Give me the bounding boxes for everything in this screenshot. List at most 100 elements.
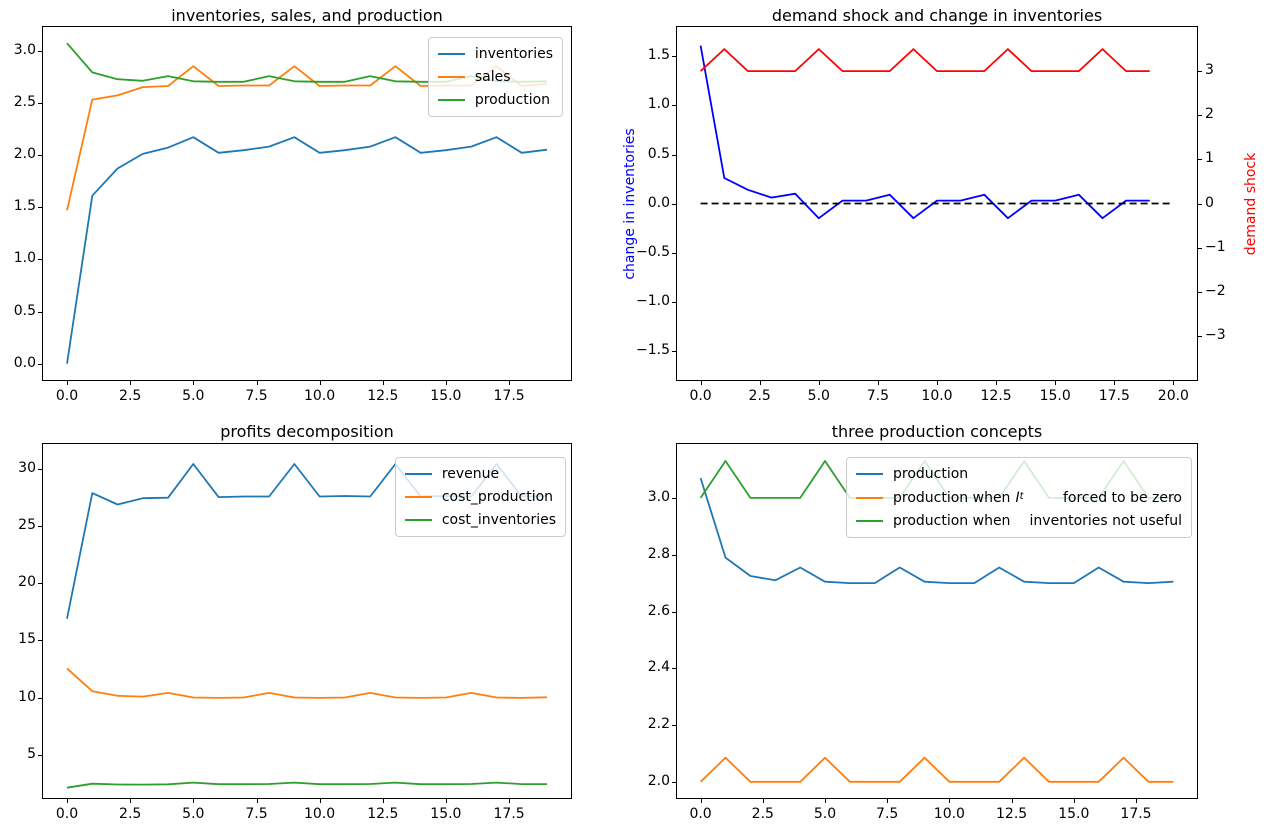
y-tick-label: 0.0 (647, 194, 670, 211)
y-tick-mark (38, 50, 42, 52)
y-tick-label-right: 2 (1205, 106, 1214, 123)
y-tick-mark (672, 203, 676, 205)
y-tick-label: 0.0 (13, 354, 36, 371)
x-tick-label: 15.0 (430, 388, 462, 404)
x-tick-label: 15.0 (1039, 388, 1071, 404)
x-tick-label: 7.5 (876, 806, 899, 822)
legend-label: inventories (474, 46, 553, 62)
x-tick-mark (67, 381, 68, 385)
y-tick-label: 1.5 (647, 47, 670, 64)
legend-line-swatch (437, 99, 465, 101)
x-tick-mark (762, 799, 764, 803)
legend-line-swatch (856, 496, 883, 499)
y-tick-label-right: 0 (1205, 194, 1214, 211)
legend-line-swatch (856, 520, 883, 522)
x-tick-label: 5.0 (182, 388, 205, 404)
y-tick-mark-right (1198, 203, 1202, 205)
x-tick-mark (256, 799, 258, 803)
x-tick-mark (319, 799, 321, 803)
x-tick-label: 15.0 (1058, 806, 1090, 822)
x-tick-mark (193, 381, 195, 385)
x-tick-label: 0.0 (55, 806, 79, 822)
x-tick-mark (67, 799, 68, 803)
x-tick-mark (887, 799, 889, 803)
legend-profits-decomposition: revenue cost_production cost_inventories (394, 457, 566, 537)
x-tick-mark (759, 381, 761, 385)
legend-label: inventories not useful (1029, 513, 1182, 529)
legend-label: production when (893, 489, 1011, 506)
legend-label: t (1019, 491, 1024, 502)
y-tick-mark (38, 311, 42, 313)
x-tick-mark (825, 799, 826, 803)
y-tick-mark-right (1198, 335, 1202, 337)
x-tick-label: 2.5 (748, 388, 771, 404)
x-tick-label: 7.5 (866, 388, 890, 404)
x-tick-label: 2.5 (119, 388, 142, 404)
y-tick-mark (38, 363, 42, 365)
series-line-cost-production (66, 667, 548, 699)
axes-frame-demand-shock-and-change-in-inventories (676, 26, 1198, 381)
series-line-cost-inventories (66, 781, 547, 789)
series-line-change-in-inventories (699, 45, 1150, 220)
x-tick-label: 17.5 (493, 806, 525, 822)
y-tick-mark (38, 526, 42, 528)
x-tick-label: 5.0 (813, 806, 837, 822)
subplot-title-profits-decomposition: profits decomposition (220, 422, 394, 441)
legend-label: I (1015, 489, 1020, 506)
subplot-title-inventories-sales-production: inventories, sales, and production (171, 6, 443, 25)
x-tick-mark (1073, 799, 1075, 803)
y-tick-label-right: −2 (1205, 282, 1226, 299)
x-tick-mark (877, 381, 879, 385)
y-tick-label: 2.8 (647, 545, 670, 562)
y-tick-mark (38, 583, 42, 585)
y-tick-label: 2.5 (13, 93, 36, 110)
x-tick-mark (445, 381, 447, 385)
legend-row: sales (437, 68, 553, 86)
y-tick-mark (38, 207, 42, 209)
x-tick-label: 12.5 (367, 806, 399, 822)
x-tick-mark (382, 381, 384, 385)
subplot-title-demand-shock: demand shock and change in inventories (771, 6, 1103, 25)
y-tick-mark (38, 154, 42, 156)
x-tick-mark (949, 799, 951, 803)
legend-label: sales (474, 69, 511, 85)
x-tick-mark (193, 799, 195, 803)
x-tick-mark (130, 381, 132, 385)
legend-inventories-sales-production: inventories sales production (427, 37, 563, 117)
x-tick-label: 10.0 (933, 806, 965, 822)
y-tick-label: 2.0 (647, 772, 670, 789)
y-tick-mark (672, 252, 676, 254)
y-tick-mark (672, 105, 676, 107)
x-tick-label: 10.0 (304, 388, 336, 404)
x-tick-mark (130, 799, 132, 803)
x-tick-label: 0.0 (689, 388, 712, 404)
y-tick-mark-right (1198, 71, 1202, 73)
legend-label: forced to be zero (1062, 489, 1182, 506)
x-tick-label: 12.5 (996, 806, 1028, 822)
x-tick-label: 17.5 (493, 388, 525, 404)
legend-row: revenue (404, 465, 556, 483)
y-tick-label: 1.0 (647, 96, 670, 113)
y-tick-mark (672, 781, 676, 783)
axes-frame-three-production-concepts (676, 443, 1198, 799)
y-tick-label-right: 1 (1205, 150, 1214, 167)
legend-label: revenue (441, 466, 500, 482)
x-tick-mark (1173, 381, 1175, 385)
axes-frame-inventories-sales-production (42, 26, 572, 381)
x-tick-label: 0.0 (55, 388, 79, 404)
legend-line-swatch (437, 76, 465, 78)
x-tick-mark (818, 381, 820, 385)
y-tick-mark (38, 754, 42, 756)
y-tick-label: −1.5 (636, 341, 670, 358)
x-tick-label: 5.0 (807, 388, 830, 404)
y-tick-mark (672, 56, 676, 58)
x-tick-mark (256, 381, 258, 385)
x-tick-label: 17.5 (1098, 388, 1130, 404)
y-tick-label-right: 3 (1205, 62, 1214, 79)
y-tick-mark (672, 668, 676, 670)
x-tick-mark (382, 799, 384, 803)
y-tick-label: 30 (18, 460, 36, 477)
x-tick-mark (1055, 381, 1057, 385)
